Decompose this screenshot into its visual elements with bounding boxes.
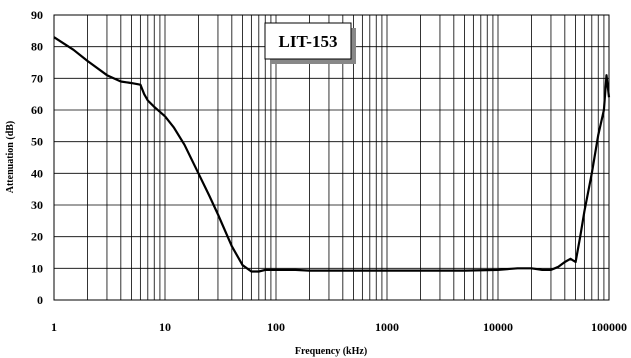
y-tick-label: 90	[31, 8, 43, 22]
attenuation-series-line	[53, 36, 611, 273]
x-tick-label: 10000	[483, 320, 513, 334]
y-tick-label: 70	[31, 71, 43, 85]
y-tick-label: 10	[31, 261, 43, 275]
chart-annotation: LIT-153	[279, 32, 338, 51]
y-tick-label: 20	[31, 230, 43, 244]
chart-annotation-box: LIT-153	[264, 22, 356, 64]
chart-ticks: 1 10 100 1000 10000 100000 0 10 20 30 40 50 60 70 80 90	[31, 8, 627, 334]
plot-area-frame	[53, 14, 610, 301]
y-tick-label: 50	[31, 135, 43, 149]
x-tick-label: 1	[51, 320, 57, 334]
x-tick-label: 100	[267, 320, 285, 334]
y-tick-label: 60	[31, 103, 43, 117]
x-tick-label: 100000	[591, 320, 627, 334]
y-tick-label: 0	[37, 293, 43, 307]
y-axis-title: Attenuation (dB)	[5, 121, 16, 194]
x-tick-label: 1000	[375, 320, 399, 334]
x-axis-title: Frequency (kHz)	[295, 346, 367, 357]
y-tick-label: 80	[31, 40, 43, 54]
y-tick-label: 40	[31, 166, 43, 180]
x-tick-label: 10	[159, 320, 171, 334]
chart-series	[53, 36, 611, 273]
y-tick-label: 30	[31, 198, 43, 212]
